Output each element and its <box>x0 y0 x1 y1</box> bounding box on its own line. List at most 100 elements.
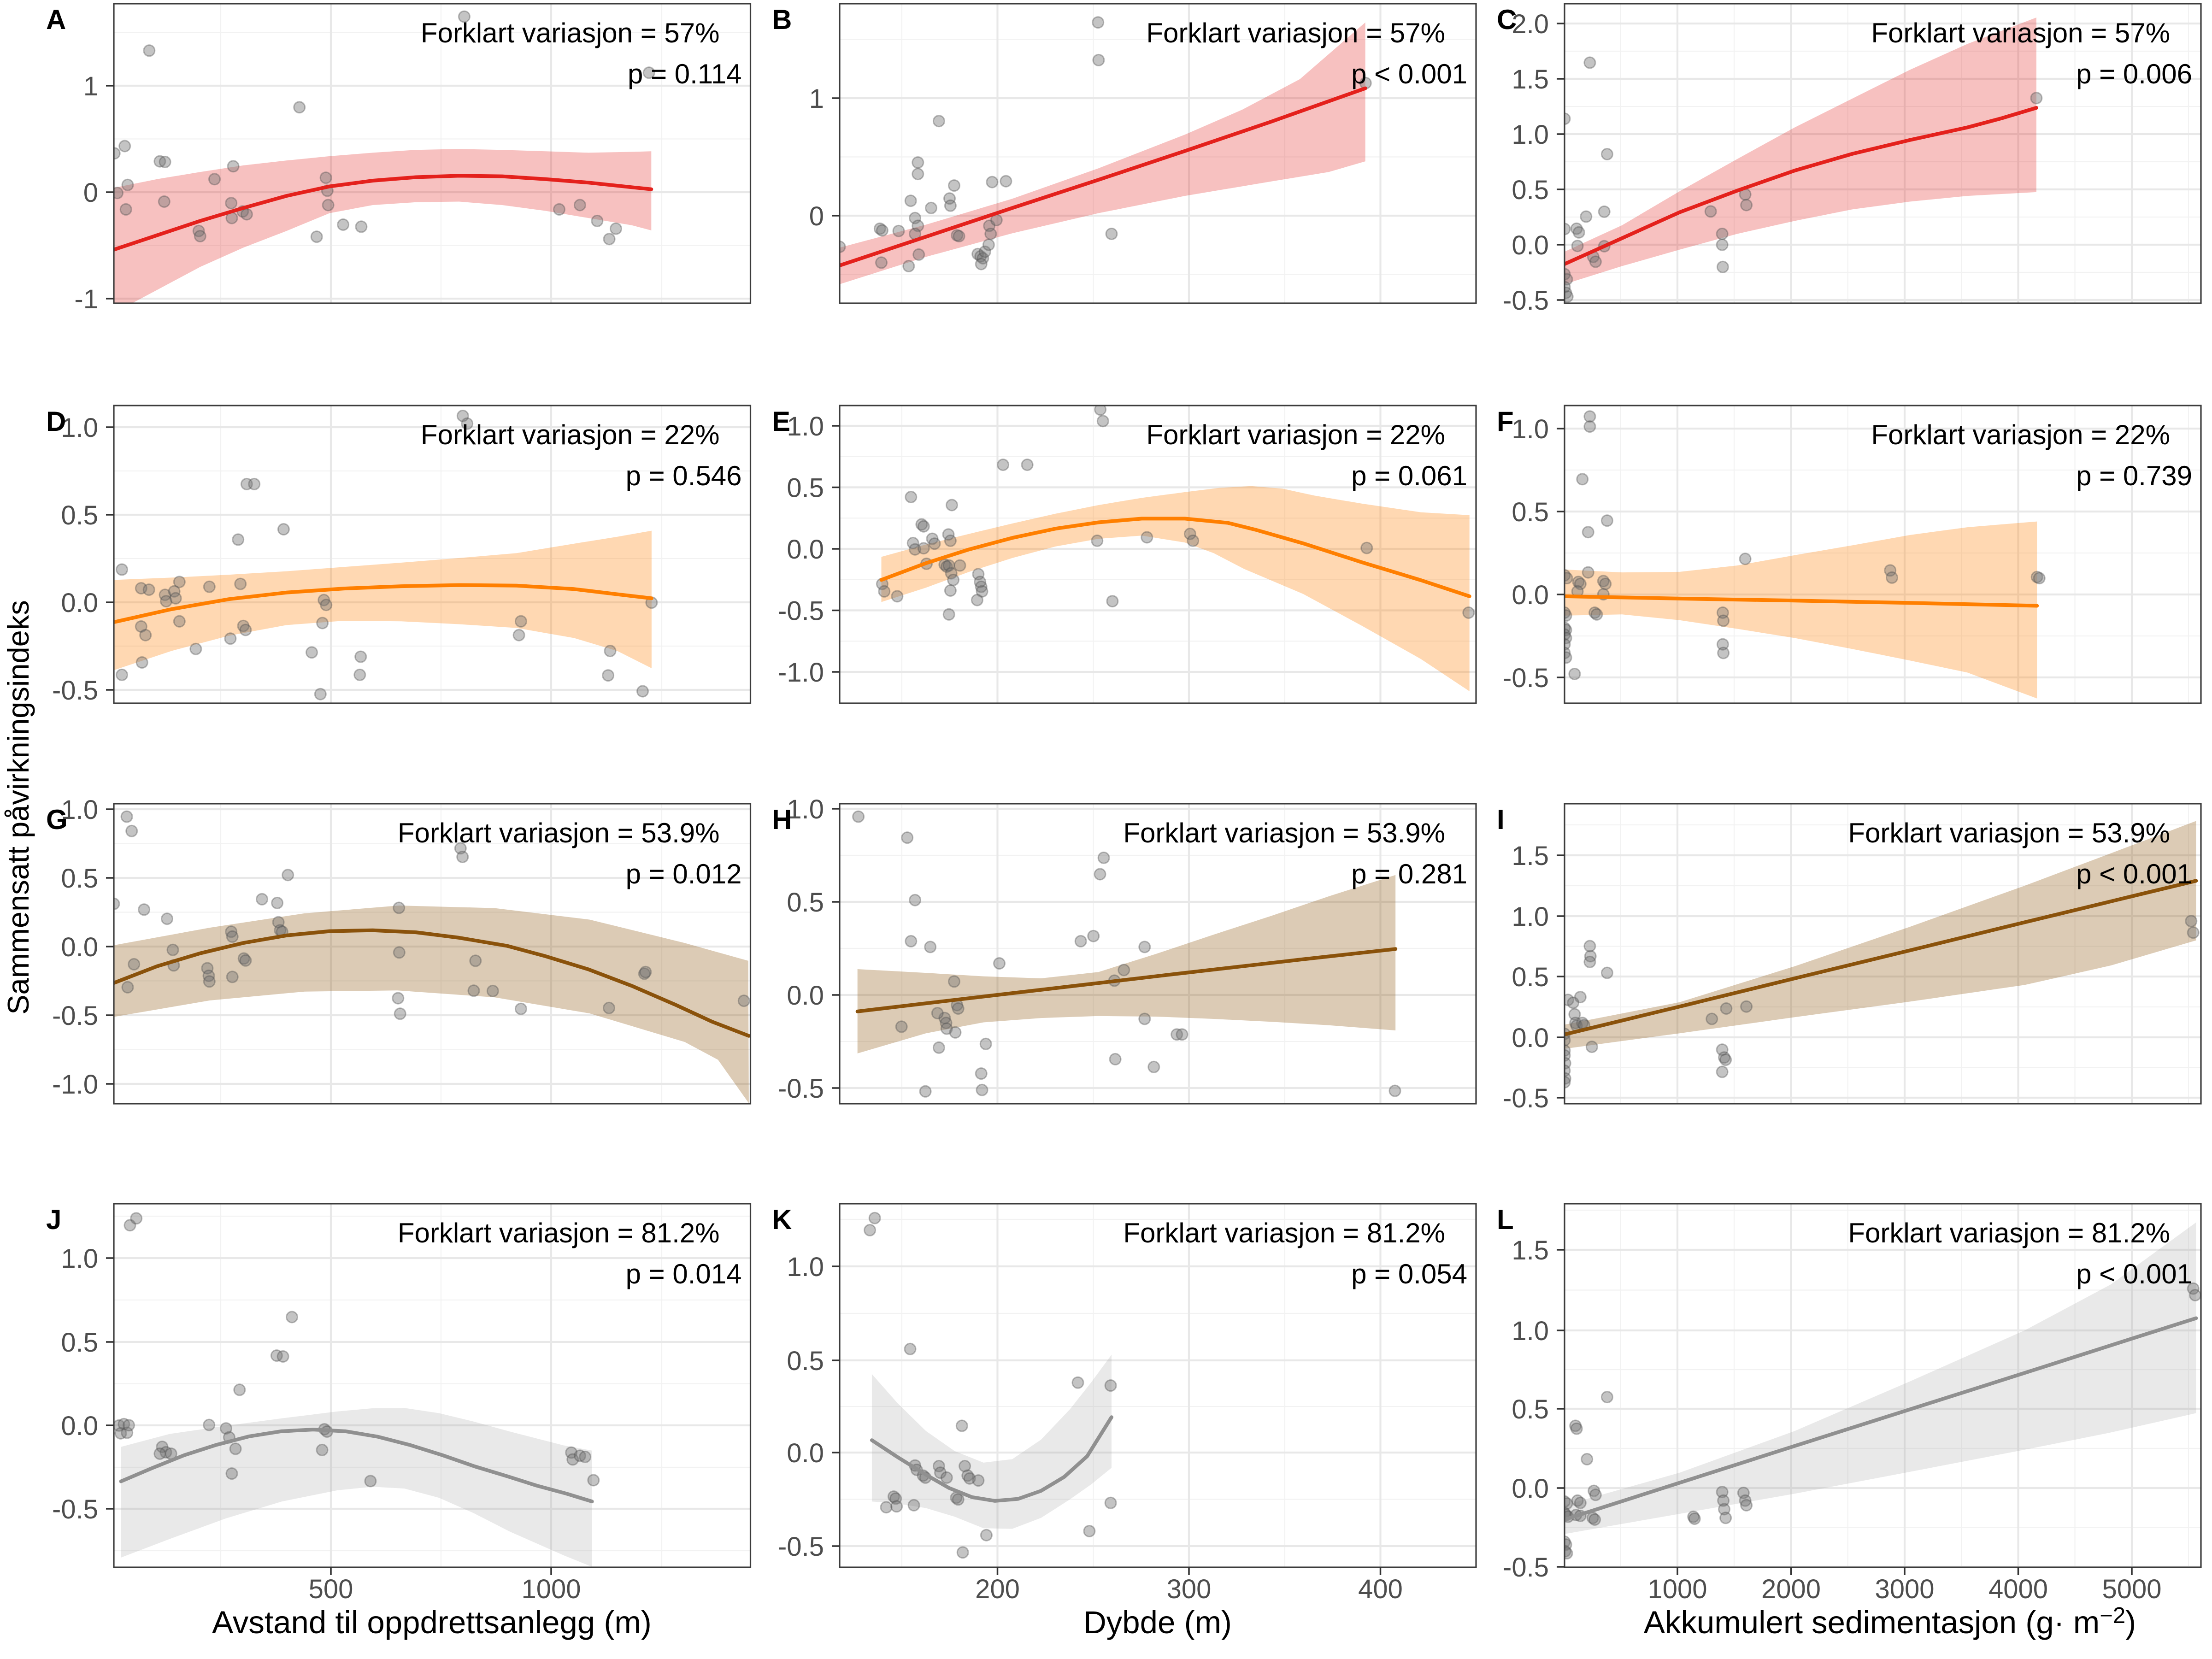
svg-text:Forklart variasjon = 22%: Forklart variasjon = 22% <box>1146 419 1445 450</box>
svg-text:p = 0.014: p = 0.014 <box>626 1259 742 1289</box>
svg-text:1: 1 <box>809 84 824 114</box>
svg-text:5000: 5000 <box>2102 1574 2161 1604</box>
svg-text:K: K <box>772 1204 792 1235</box>
svg-text:1.0: 1.0 <box>61 1244 98 1274</box>
svg-text:-0.5: -0.5 <box>1503 1083 1549 1113</box>
svg-text:0.5: 0.5 <box>1512 962 1549 992</box>
svg-text:I: I <box>1497 804 1505 835</box>
svg-text:-0.5: -0.5 <box>778 596 824 626</box>
svg-text:1.0: 1.0 <box>787 1252 824 1282</box>
svg-text:-0.5: -0.5 <box>1503 1553 1549 1583</box>
svg-text:Avstand til oppdrettsanlegg (m: Avstand til oppdrettsanlegg (m) <box>212 1605 652 1640</box>
svg-text:1000: 1000 <box>521 1574 581 1604</box>
svg-text:4000: 4000 <box>1988 1574 2048 1604</box>
svg-text:Forklart variasjon = 57%: Forklart variasjon = 57% <box>421 18 720 48</box>
svg-text:J: J <box>46 1204 61 1235</box>
svg-text:0.0: 0.0 <box>787 535 824 565</box>
svg-text:1.0: 1.0 <box>787 794 824 824</box>
svg-text:0.5: 0.5 <box>61 500 98 530</box>
svg-text:Sammensatt påvirkningsindeks: Sammensatt påvirkningsindeks <box>1 600 35 1015</box>
svg-text:0.0: 0.0 <box>1512 1023 1549 1053</box>
svg-text:1.0: 1.0 <box>1512 1316 1549 1346</box>
svg-text:p < 0.001: p < 0.001 <box>1351 59 1467 89</box>
svg-text:p < 0.001: p < 0.001 <box>2076 1259 2192 1289</box>
svg-text:p = 0.054: p = 0.054 <box>1351 1259 1467 1289</box>
svg-text:0.5: 0.5 <box>1512 1394 1549 1424</box>
svg-text:F: F <box>1497 406 1514 437</box>
svg-text:p = 0.546: p = 0.546 <box>626 460 742 491</box>
svg-text:Forklart variasjon = 81.2%: Forklart variasjon = 81.2% <box>1123 1218 1445 1248</box>
svg-text:1.0: 1.0 <box>1512 120 1549 150</box>
svg-text:1.0: 1.0 <box>1512 414 1549 444</box>
svg-text:Forklart variasjon = 22%: Forklart variasjon = 22% <box>1871 419 2170 450</box>
svg-text:-0.5: -0.5 <box>52 1001 98 1031</box>
svg-text:-1: -1 <box>74 284 98 314</box>
svg-text:B: B <box>772 4 792 35</box>
svg-text:0.5: 0.5 <box>1512 497 1549 527</box>
svg-text:D: D <box>46 406 66 437</box>
svg-text:0.0: 0.0 <box>1512 1474 1549 1504</box>
svg-text:1: 1 <box>83 71 98 101</box>
svg-text:500: 500 <box>309 1574 353 1604</box>
svg-text:2.0: 2.0 <box>1512 9 1549 39</box>
svg-text:p = 0.006: p = 0.006 <box>2076 59 2192 89</box>
svg-text:Akkumulert sedimentasjon (g· m: Akkumulert sedimentasjon (g· m−2) <box>1644 1603 2136 1640</box>
svg-text:0.0: 0.0 <box>61 588 98 618</box>
svg-text:p = 0.739: p = 0.739 <box>2076 460 2192 491</box>
svg-text:1.0: 1.0 <box>787 412 824 441</box>
svg-text:3000: 3000 <box>1875 1574 1934 1604</box>
svg-text:0.0: 0.0 <box>787 1438 824 1468</box>
svg-text:0.5: 0.5 <box>787 1346 824 1376</box>
svg-text:L: L <box>1497 1204 1514 1235</box>
svg-text:Forklart variasjon = 53.9%: Forklart variasjon = 53.9% <box>1848 818 2170 848</box>
svg-text:Forklart variasjon = 53.9%: Forklart variasjon = 53.9% <box>398 818 720 848</box>
svg-text:p = 0.114: p = 0.114 <box>628 59 741 89</box>
svg-text:0.0: 0.0 <box>787 981 824 1011</box>
svg-text:-0.5: -0.5 <box>52 1494 98 1524</box>
svg-text:Forklart variasjon = 57%: Forklart variasjon = 57% <box>1146 18 1445 48</box>
svg-text:200: 200 <box>975 1574 1020 1604</box>
svg-text:1.0: 1.0 <box>61 795 98 825</box>
svg-text:G: G <box>46 804 68 835</box>
svg-text:p = 0.061: p = 0.061 <box>1351 460 1467 491</box>
svg-text:p = 0.012: p = 0.012 <box>626 859 742 889</box>
svg-text:0.5: 0.5 <box>61 864 98 894</box>
svg-text:-0.5: -0.5 <box>1503 663 1549 693</box>
svg-text:1.5: 1.5 <box>1512 1235 1549 1265</box>
svg-text:-1.0: -1.0 <box>52 1070 98 1100</box>
svg-text:0.5: 0.5 <box>787 888 824 918</box>
svg-text:1.5: 1.5 <box>1512 841 1549 871</box>
svg-text:-0.5: -0.5 <box>778 1532 824 1562</box>
svg-text:0.0: 0.0 <box>61 1411 98 1441</box>
svg-text:400: 400 <box>1358 1574 1403 1604</box>
svg-text:Forklart variasjon = 57%: Forklart variasjon = 57% <box>1871 18 2170 48</box>
svg-text:0.5: 0.5 <box>1512 175 1549 205</box>
svg-text:0.5: 0.5 <box>787 473 824 503</box>
svg-text:0: 0 <box>83 178 98 208</box>
svg-text:1.5: 1.5 <box>1512 65 1549 94</box>
svg-text:300: 300 <box>1167 1574 1212 1604</box>
svg-text:-1.0: -1.0 <box>778 658 824 688</box>
svg-text:1.0: 1.0 <box>61 413 98 443</box>
svg-text:Forklart variasjon = 81.2%: Forklart variasjon = 81.2% <box>1848 1218 2170 1248</box>
svg-text:p < 0.001: p < 0.001 <box>2076 859 2192 889</box>
svg-text:0.5: 0.5 <box>61 1328 98 1358</box>
svg-text:0: 0 <box>809 201 824 231</box>
svg-text:-0.5: -0.5 <box>1503 286 1549 316</box>
svg-text:-0.5: -0.5 <box>778 1074 824 1104</box>
svg-text:0.0: 0.0 <box>61 932 98 962</box>
svg-text:0.0: 0.0 <box>1512 230 1549 260</box>
svg-text:E: E <box>772 406 790 437</box>
svg-text:1.0: 1.0 <box>1512 902 1549 932</box>
svg-text:Forklart variasjon = 53.9%: Forklart variasjon = 53.9% <box>1123 818 1445 848</box>
svg-text:2000: 2000 <box>1761 1574 1821 1604</box>
svg-text:Forklart variasjon = 81.2%: Forklart variasjon = 81.2% <box>398 1218 720 1248</box>
svg-text:-0.5: -0.5 <box>52 676 98 706</box>
svg-text:H: H <box>772 804 792 835</box>
svg-text:C: C <box>1497 4 1517 35</box>
svg-text:Dybde (m): Dybde (m) <box>1083 1605 1232 1640</box>
svg-text:Forklart variasjon = 22%: Forklart variasjon = 22% <box>421 419 720 450</box>
svg-text:1000: 1000 <box>1647 1574 1707 1604</box>
svg-text:p = 0.281: p = 0.281 <box>1351 859 1467 889</box>
svg-text:A: A <box>46 4 66 35</box>
